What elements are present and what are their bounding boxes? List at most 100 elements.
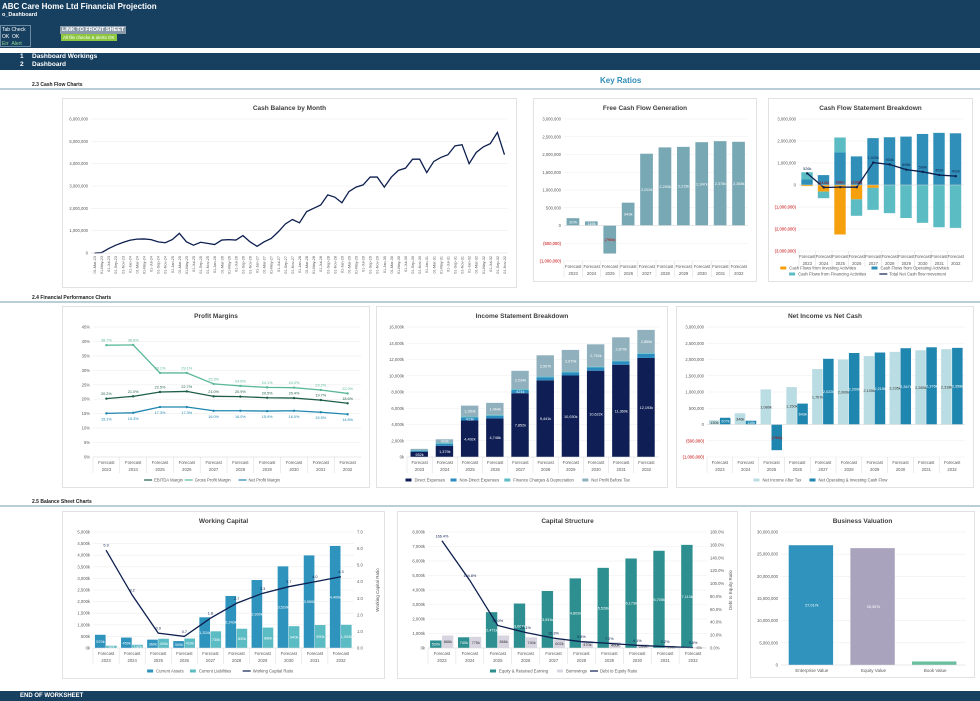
x-tick-label: 01-Sep-29 (369, 256, 373, 274)
x-tick-label: Forecast (815, 460, 832, 465)
y2-tick-label: 120.0% (710, 568, 724, 573)
bar (541, 591, 554, 648)
data-label: (100k) (851, 181, 862, 185)
x-tick-label: 01-Jul-25 (192, 256, 196, 272)
outline-item-dashboard[interactable]: 2 Dashboard (20, 61, 66, 68)
x-tick-label: Forecast (948, 254, 965, 259)
data-label: 4,748k (489, 436, 501, 440)
x-tick-label: Forecast (882, 254, 899, 259)
x-tick-label: Forecast (462, 651, 479, 656)
data-label: 1.8 (208, 612, 213, 616)
bar (303, 555, 315, 648)
series-line (94, 130, 506, 254)
x-tick-label: 01-Nov-29 (376, 256, 380, 274)
legend-swatch (147, 669, 154, 673)
bar (658, 147, 672, 226)
y-tick-label: 0 (702, 422, 705, 427)
y-tick-label: 20% (82, 397, 91, 402)
data-label: 2,235k (889, 387, 901, 391)
stacked-bar-segment (486, 414, 504, 416)
x-tick-label: 2028 (661, 271, 671, 276)
legend-swatch (871, 266, 878, 270)
stacked-bar-segment (612, 360, 630, 362)
data-label: 21.0% (208, 390, 219, 394)
bar (553, 639, 565, 648)
legend-label: Net Income After Tax (763, 477, 803, 482)
x-tick-label: 2028 (236, 467, 246, 472)
y-tick-label: 4,000k (412, 588, 425, 593)
line-marker (872, 161, 875, 164)
data-label: 1,379k (439, 450, 451, 454)
cash-balance-chart[interactable]: Cash Balance by Month 0 1,000,000 2,000,000… (62, 98, 517, 288)
outline-item-dashboard-workings[interactable]: 1 Dashboard Workings (20, 53, 98, 60)
data-label: 14.8% (342, 418, 353, 422)
capital-structure-chart[interactable]: Capital Structure 0k 1,000k 2,000k 3,000k 4,0… (397, 511, 738, 679)
x-tick-label: Forecast (712, 460, 729, 465)
x-tick-label: 2032 (336, 658, 346, 663)
y2-tick-label: 160.0% (710, 542, 724, 547)
y-tick-label: 8,000k (391, 390, 404, 395)
line-marker (266, 386, 269, 389)
x-tick-label: 01-Nov-31 (461, 256, 465, 274)
stacked-bar-segment (536, 377, 554, 381)
x-tick-label: 2031 (316, 467, 326, 472)
x-tick-label: 01-Mar-25 (178, 256, 182, 274)
x-tick-label: 2026 (852, 261, 862, 266)
data-label: 142k (134, 645, 142, 649)
working-capital-chart[interactable]: Working Capital 0k 500k 1,000k 1,500k 2,000k 2… (62, 511, 385, 679)
stacked-bar-segment (850, 185, 863, 200)
data-label: 2,215k (874, 387, 886, 391)
stacked-bar-segment (460, 417, 479, 421)
x-tick-label: 01-Jul-24 (150, 256, 154, 272)
cash-flow-statement-chart[interactable]: Cash Flow Statement Breakdown (3,000,000)… (768, 98, 973, 282)
bar (653, 550, 665, 648)
bar (184, 638, 195, 648)
x-tick-label: 2024 (741, 467, 751, 472)
y-tick-label: 4,000,000 (69, 161, 88, 166)
chart-svg: Income Statement Breakdown 0k 2,000k 4,000k… (389, 313, 659, 482)
data-label: 16.0% (208, 415, 219, 419)
x-tick-label: 01-Jan-25 (171, 256, 175, 273)
link-to-front-sheet-button[interactable]: LINK TO FRONT SHEET (60, 26, 127, 34)
business-valuation-chart[interactable]: Business Valuation 0 5,000,000 10,000,000 15… (750, 511, 975, 678)
data-label: 9,441k (540, 417, 552, 421)
data-label: 16.0% (235, 415, 246, 419)
data-label: 1,350k (464, 410, 476, 414)
bar (788, 545, 834, 665)
data-label: 2,022k (641, 188, 653, 192)
x-tick-label: 2027 (869, 261, 879, 266)
bar (812, 369, 823, 425)
x-tick-label: 2027 (642, 271, 652, 276)
x-tick-label: 01-Mar-32 (475, 256, 479, 274)
data-label: 3.3 (260, 587, 265, 591)
y-tick-label: 2,500,000 (685, 341, 704, 346)
stacked-bar-segment (511, 370, 529, 389)
stacked-bar-segment (817, 191, 830, 199)
stacked-bar-segment (900, 136, 912, 185)
stacked-bar-segment (586, 366, 605, 368)
data-label: 602k (555, 642, 563, 646)
line-marker (105, 397, 108, 400)
x-tick-label: 01-May-26 (227, 256, 231, 274)
x-tick-label: 2026 (624, 271, 634, 276)
bar (912, 661, 957, 665)
x-tick-label: 01-Sep-30 (411, 256, 415, 274)
stacked-bar-segment (561, 375, 580, 457)
y-tick-label: 25% (82, 382, 91, 387)
y-tick-label: 1,500k (77, 611, 90, 616)
bar (926, 347, 937, 425)
stacked-bar-segment (561, 372, 580, 376)
x-tick-label: 2023 (569, 271, 579, 276)
profit-margins-chart[interactable]: Profit Margins 0% 5% 10% 15% 20% 25% 30% 35% 40% 4… (62, 306, 370, 488)
income-statement-chart[interactable]: Income Statement Breakdown 0k 2,000k 4,000k… (376, 306, 668, 488)
tab-check-alert: Alert (11, 41, 22, 47)
data-label: 4.0 (312, 575, 317, 579)
net-income-vs-net-cash-chart[interactable]: Net Income vs Net Cash (1,000,000) (500,00… (676, 306, 974, 488)
bar (288, 626, 300, 648)
free-cash-flow-chart[interactable]: Free Cash Flow Generation (1,000,000) (500… (533, 98, 757, 282)
y-tick-label: 16,000k (389, 325, 405, 330)
x-tick-label: Forecast (176, 651, 193, 656)
x-tick-label: 01-Sep-26 (241, 256, 245, 274)
legend-swatch (189, 669, 196, 673)
x-tick-label: Forecast (563, 460, 580, 465)
